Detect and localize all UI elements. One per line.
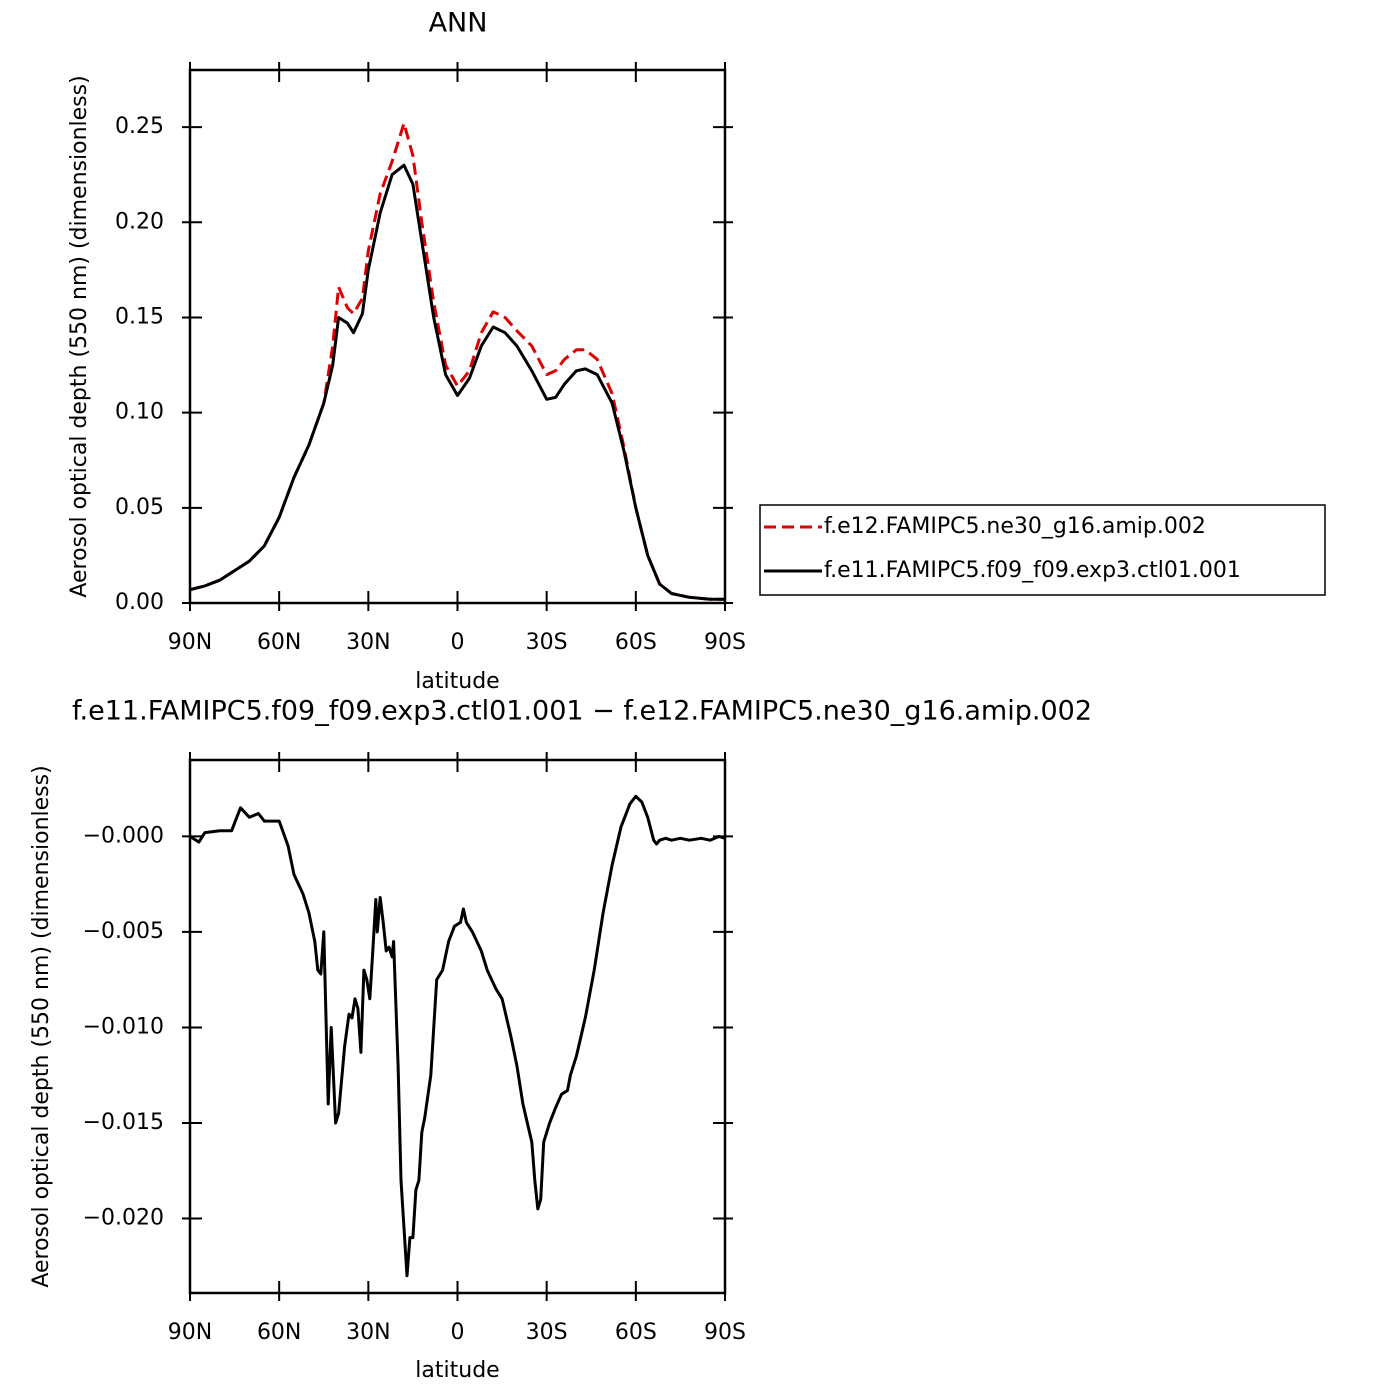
data-line [189,121,725,601]
x-tick-label: 90N [168,630,212,655]
y-tick-label: −0.005 [83,919,164,944]
x-tick-label: 60N [257,630,301,655]
x-tick-label: 90S [704,630,746,655]
y-tick-label: 0.15 [115,304,164,329]
legend-label: f.e12.FAMIPC5.ne30_g16.amip.002 [824,514,1206,539]
x-tick-label: 90S [704,1320,746,1345]
x-axis-label: latitude [415,669,499,694]
x-tick-label: 0 [451,630,465,655]
x-tick-label: 90N [168,1320,212,1345]
y-tick-label: −0.015 [83,1110,164,1135]
y-tick-label: 0.00 [115,590,164,615]
data-line [189,794,726,1278]
x-tick-label: 0 [451,1320,465,1345]
y-axis-label: Aerosol optical depth (550 nm) (dimensio… [29,765,54,1287]
data-line [189,163,725,601]
x-tick-label: 30S [526,630,568,655]
x-tick-label: 60S [615,1320,657,1345]
plot-frame [188,758,727,1295]
x-tick-label: 60S [615,630,657,655]
y-tick-label: −0.020 [83,1205,164,1230]
y-tick-label: 0.10 [115,400,164,425]
y-tick-label: −0.010 [83,1014,164,1039]
x-tick-label: 30N [346,630,390,655]
y-tick-label: 0.20 [115,209,164,234]
x-tick-label: 30N [346,1320,390,1345]
x-tick-label: 60N [257,1320,301,1345]
x-tick-label: 30S [526,1320,568,1345]
y-tick-label: 0.25 [115,114,164,139]
chart-title: ANN [429,8,488,39]
y-axis-label: Aerosol optical depth (550 nm) (dimensio… [67,75,92,597]
legend-label: f.e11.FAMIPC5.f09_f09.exp3.ctl01.001 [824,558,1241,583]
x-axis-label: latitude [415,1358,499,1383]
y-tick-label: 0.05 [115,495,164,520]
legend-box [759,504,1326,596]
y-tick-label: −0.000 [83,823,164,848]
plot-frame [188,68,727,605]
chart-title: f.e11.FAMIPC5.f09_f09.exp3.ctl01.001 − f… [72,696,1092,727]
